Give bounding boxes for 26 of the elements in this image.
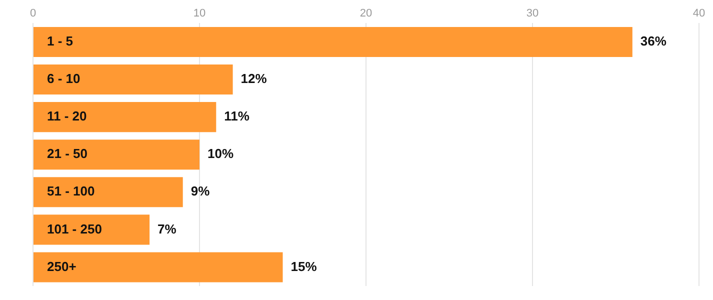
x-tick-label: 10 (193, 8, 206, 20)
data-label: 7% (158, 221, 177, 236)
y-tick-label: 101 - 250 (47, 221, 102, 236)
bar (34, 26, 632, 57)
y-tick-label: 1 - 5 (47, 34, 74, 49)
bar (34, 214, 150, 245)
bar (34, 177, 183, 208)
data-label: 12% (240, 71, 268, 86)
bar (34, 64, 233, 95)
y-tick-label: 21 - 50 (47, 146, 88, 162)
x-tick-label: 0 (30, 8, 36, 20)
x-tick-label: 30 (526, 8, 539, 20)
data-label: 9% (190, 184, 210, 199)
y-tick-label: 11 - 20 (47, 108, 87, 124)
data-label: 36% (640, 34, 667, 49)
data-label: 15% (290, 258, 318, 274)
y-tick-label: 250+ (47, 258, 77, 274)
y-tick-label: 6 - 10 (47, 71, 80, 86)
bar (34, 140, 200, 170)
data-label: 11% (224, 108, 250, 124)
y-tick-label: 51 - 100 (47, 184, 95, 199)
x-tick-label: 20 (360, 8, 372, 20)
x-tick-label: 40 (692, 8, 706, 20)
data-label: 10% (208, 146, 234, 162)
bar (34, 252, 283, 282)
bar (34, 102, 216, 132)
